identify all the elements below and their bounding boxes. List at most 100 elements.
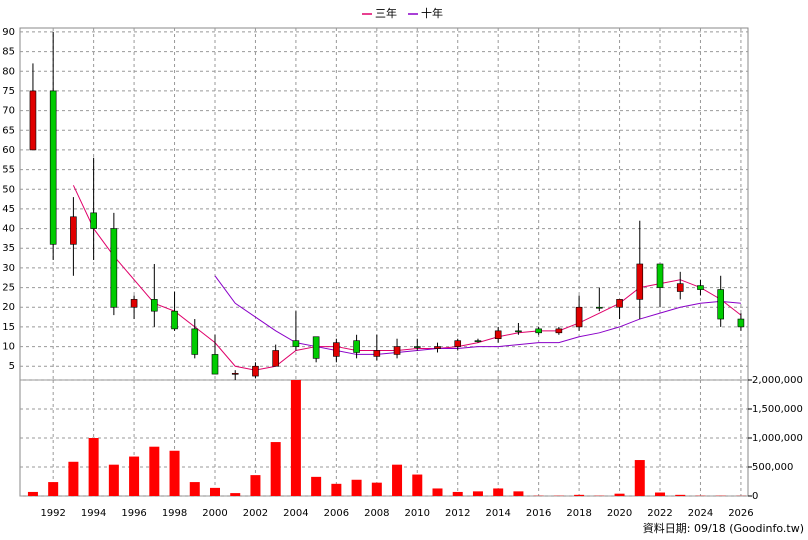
volume-bar	[392, 464, 403, 496]
volume-bar	[634, 460, 645, 496]
volume-bar	[513, 491, 524, 496]
candle-body	[494, 330, 502, 340]
x-tick-label: 2012	[445, 508, 470, 519]
volume-bar	[270, 442, 281, 496]
volume-bar	[412, 474, 423, 496]
volume-bar	[250, 475, 261, 496]
y-tick-label: 85	[2, 47, 15, 58]
y-tick-label: 90	[2, 27, 15, 38]
volume-bar	[230, 493, 241, 496]
volume-bar	[290, 380, 301, 496]
y-tick-label: 55	[2, 165, 15, 176]
candle-body	[292, 340, 300, 347]
volume-bar	[574, 494, 585, 496]
legend-label: 三年	[375, 6, 397, 20]
x-tick-label: 2024	[688, 508, 713, 519]
candle-body	[474, 340, 482, 342]
candle-body	[373, 350, 381, 357]
volume-bar	[614, 493, 625, 496]
y2-tick-label: 500,000	[752, 462, 793, 473]
volume-bar	[675, 494, 686, 496]
x-tick-label: 2002	[243, 508, 268, 519]
ma-line	[214, 275, 741, 355]
y-tick-label: 30	[2, 263, 15, 274]
candle-body	[575, 306, 583, 328]
x-tick-label: 2000	[202, 508, 227, 519]
x-tick-label: 2008	[364, 508, 389, 519]
volume-bar	[68, 461, 79, 496]
volume-bar	[189, 482, 200, 496]
y-tick-label: 65	[2, 125, 15, 136]
x-tick-label: 2026	[728, 508, 753, 519]
y-tick-label: 5	[9, 361, 15, 372]
candle-body	[312, 336, 320, 359]
y2-tick-label: 1,000,000	[752, 433, 803, 444]
x-tick-label: 2006	[324, 508, 349, 519]
x-tick-label: 2004	[283, 508, 308, 519]
candle-body	[535, 328, 542, 334]
candle-body	[596, 306, 603, 309]
candle-body	[353, 340, 360, 353]
candle-body	[231, 373, 239, 375]
candle-body	[29, 90, 37, 151]
candle-body	[676, 283, 684, 292]
candle-body	[717, 289, 724, 320]
candle-body	[434, 346, 441, 349]
y2-tick-label: 0	[752, 491, 758, 502]
volume-bar	[129, 456, 140, 496]
candle-body	[252, 365, 259, 377]
volume-bar	[169, 450, 180, 496]
volume-bar	[493, 488, 504, 496]
x-tick-label: 2020	[607, 508, 632, 519]
y-tick-label: 35	[2, 243, 15, 254]
y2-tick-label: 1,500,000	[752, 404, 803, 415]
x-tick-label: 2018	[566, 508, 591, 519]
candle-body	[151, 299, 158, 312]
y-tick-label: 20	[2, 302, 15, 313]
candle-body	[393, 346, 401, 355]
x-tick-label: 1996	[121, 508, 146, 519]
candle-body	[70, 216, 77, 245]
volume-bar	[88, 438, 99, 496]
y-tick-label: 45	[2, 204, 15, 215]
y-tick-label: 75	[2, 86, 15, 97]
x-tick-label: 2010	[405, 508, 430, 519]
volume-bar	[108, 464, 119, 496]
candle-body	[413, 346, 421, 348]
candle-body	[171, 310, 178, 330]
source-note: 資料日期: 09/18 (Goodinfo.tw)	[643, 521, 804, 535]
y-tick-label: 10	[2, 342, 15, 353]
x-tick-label: 1994	[81, 508, 106, 519]
volume-bar	[209, 487, 220, 496]
candle-body	[555, 328, 563, 334]
candle-body	[737, 318, 745, 328]
volume-bar	[27, 491, 38, 496]
candle-body	[110, 228, 118, 308]
candle-body	[454, 340, 462, 347]
candle-body	[191, 328, 199, 355]
candle-body	[272, 350, 279, 367]
volume-bar	[371, 482, 382, 496]
candle-body	[49, 90, 57, 245]
volume-bar	[149, 446, 160, 496]
y-tick-label: 40	[2, 224, 15, 235]
volume-bar	[472, 491, 483, 496]
legend-label: 十年	[421, 6, 443, 20]
y-tick-label: 60	[2, 145, 15, 156]
y-tick-label: 25	[2, 283, 15, 294]
volume-bar	[48, 482, 59, 496]
volume-bar	[311, 476, 322, 496]
candle-body	[616, 299, 623, 308]
candle-body	[515, 330, 522, 333]
candle-body	[130, 299, 138, 308]
candle-body	[211, 354, 219, 375]
y-tick-label: 15	[2, 322, 15, 333]
y-tick-label: 50	[2, 184, 15, 195]
volume-bar	[452, 491, 463, 496]
y2-tick-label: 2,000,000	[752, 375, 803, 386]
x-tick-label: 2022	[647, 508, 672, 519]
volume-bar	[655, 492, 666, 496]
plot-frame	[19, 27, 749, 497]
candle-body	[333, 342, 340, 357]
